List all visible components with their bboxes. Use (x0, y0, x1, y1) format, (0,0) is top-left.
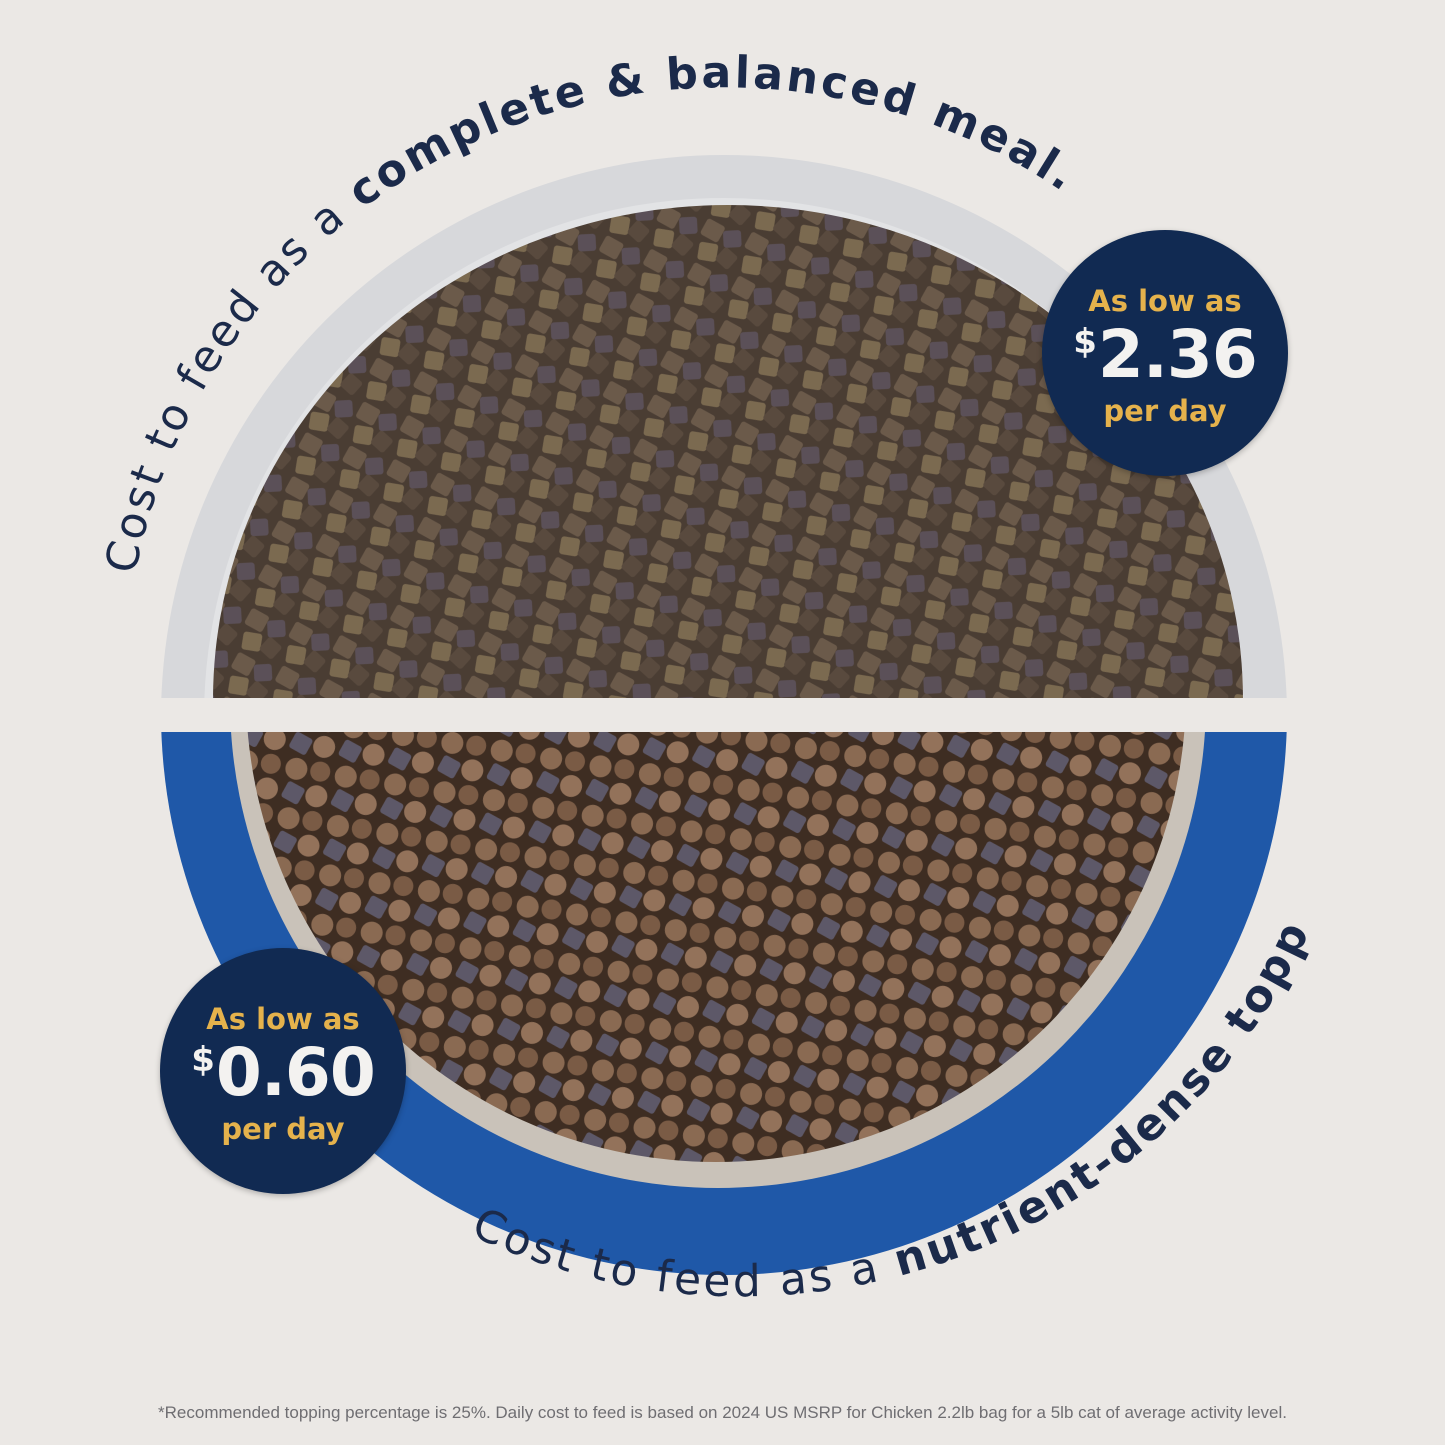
topper-price-badge: As low as $0.60 per day (160, 948, 406, 1194)
badge-unit: per day (1103, 394, 1227, 428)
badge-unit: per day (221, 1112, 345, 1146)
badge-price: $2.36 (1073, 316, 1258, 393)
badge-label: As low as (1088, 284, 1242, 318)
badge-price: $0.60 (191, 1034, 376, 1111)
meal-price-badge: As low as $2.36 per day (1042, 230, 1288, 476)
topper-bowl (161, 732, 1287, 1275)
footnote: *Recommended topping percentage is 25%. … (158, 1403, 1287, 1422)
badge-label: As low as (206, 1002, 360, 1036)
complete-meal-bowl (161, 155, 1287, 698)
